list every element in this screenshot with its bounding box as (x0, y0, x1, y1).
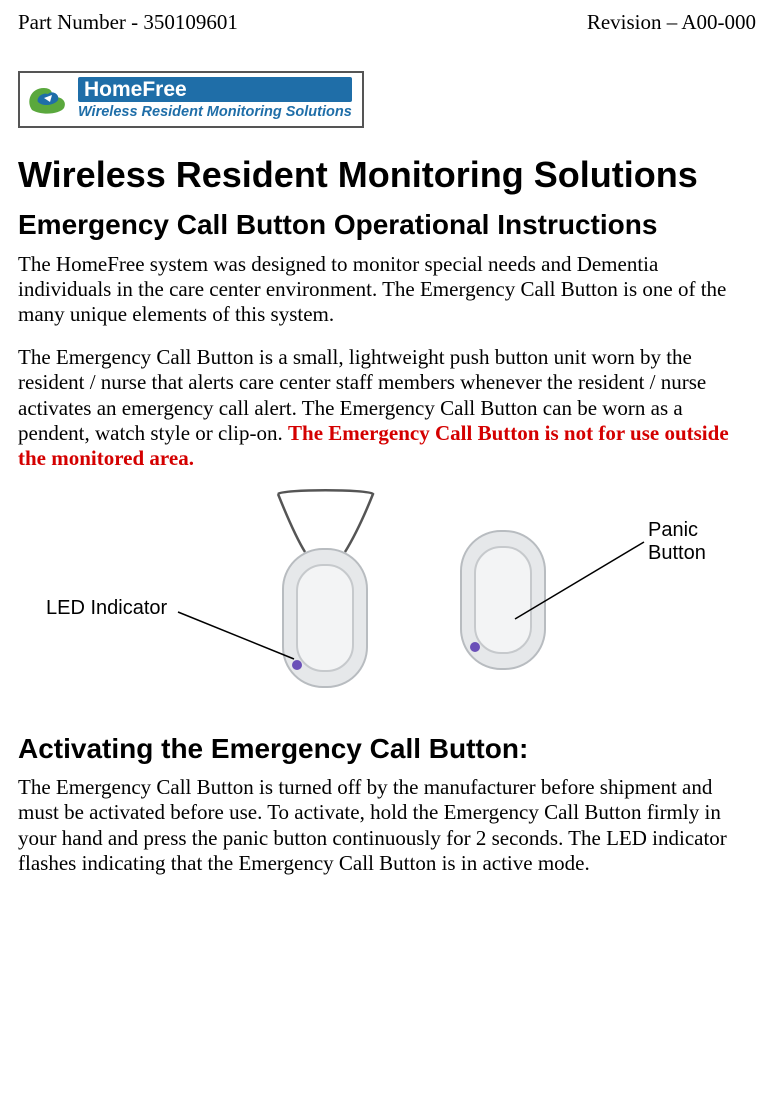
intro-paragraph-2: The Emergency Call Button is a small, li… (18, 345, 756, 471)
page-title: Wireless Resident Monitoring Solutions (18, 154, 756, 195)
logo-mark-icon (24, 80, 72, 118)
brand-logo: HomeFree Wireless Resident Monitoring So… (18, 71, 364, 128)
intro-paragraph-1: The HomeFree system was designed to moni… (18, 252, 756, 328)
activation-paragraph: The Emergency Call Button is turned off … (18, 775, 756, 876)
device-illustration (213, 489, 588, 699)
brand-name: HomeFree (78, 77, 352, 102)
revision: Revision – A00-000 (587, 10, 756, 35)
section-title-activating: Activating the Emergency Call Button: (18, 733, 756, 765)
part-number: Part Number - 350109601 (18, 10, 238, 35)
callout-panic-button: Panic Button (648, 519, 706, 565)
brand-tagline: Wireless Resident Monitoring Solutions (78, 104, 352, 120)
section-title-instructions: Emergency Call Button Operational Instru… (18, 209, 756, 241)
callout-led-indicator: LED Indicator (46, 597, 167, 620)
doc-header: Part Number - 350109601 Revision – A00-0… (18, 10, 756, 35)
device-figure: LED Indicator Panic Button (18, 489, 756, 719)
